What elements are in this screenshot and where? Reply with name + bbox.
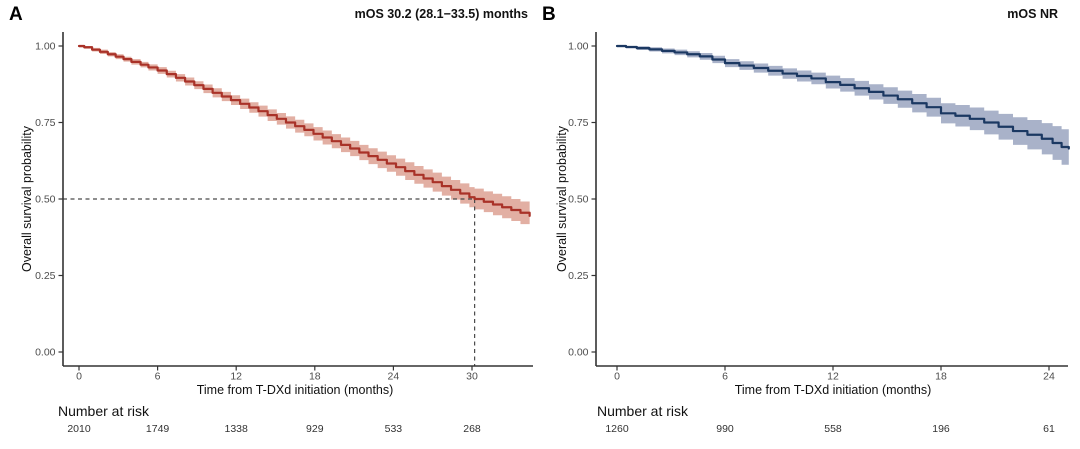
panel-a-title: mOS 30.2 (28.1−33.5) months xyxy=(354,7,528,21)
y-tick-label: 1.00 xyxy=(35,41,56,53)
x-tick-label: 24 xyxy=(1043,371,1055,383)
risk-count: 1749 xyxy=(145,423,170,435)
x-tick-label: 6 xyxy=(722,371,728,383)
y-tick-label: 0.25 xyxy=(35,270,56,282)
panel-a-risk-table-label: Number at risk xyxy=(58,403,150,419)
confidence-band-a xyxy=(79,46,530,228)
survival-curve-a xyxy=(77,44,531,217)
panel-a-risk-counts-row: 2010 1749 1338 929 533 268 xyxy=(0,423,1080,439)
y-tick-label: 0.75 xyxy=(35,117,56,129)
y-tick-label: 0.50 xyxy=(35,194,56,206)
y-tick-label: 0.00 xyxy=(568,347,589,359)
panel-a-x-axis-title: Time from T-DXd initiation (months) xyxy=(196,383,394,397)
y-tick-label: 0.50 xyxy=(568,194,589,206)
confidence-band-b xyxy=(617,46,1069,167)
panel-a-letter: A xyxy=(9,4,23,25)
y-tick-label: 0.00 xyxy=(35,347,56,359)
risk-count: 1338 xyxy=(224,423,248,435)
x-tick-label: 12 xyxy=(230,371,242,383)
panel-b-title: mOS NR xyxy=(1007,7,1058,21)
panel-b-risk-table-label: Number at risk xyxy=(597,403,689,419)
risk-count: 196 xyxy=(932,423,950,435)
survival-curve-b xyxy=(615,44,1070,150)
risk-count: 929 xyxy=(306,423,324,435)
x-tick-label: 18 xyxy=(309,371,321,383)
panel-b-x-axis-title: Time from T-DXd initiation (months) xyxy=(734,383,932,397)
risk-count: 268 xyxy=(463,423,481,435)
x-tick-label: 12 xyxy=(827,371,839,383)
x-tick-label: 24 xyxy=(388,371,400,383)
risk-count: 558 xyxy=(824,423,842,435)
y-tick-label: 0.75 xyxy=(568,117,589,129)
risk-count: 1260 xyxy=(605,423,629,435)
risk-count: 990 xyxy=(716,423,734,435)
x-tick-label: 0 xyxy=(76,371,82,383)
risk-count: 61 xyxy=(1043,423,1055,435)
risk-count: 533 xyxy=(384,423,403,435)
risk-count: 2010 xyxy=(67,423,91,435)
panel-b-risk-counts-row: 1260 990 558 196 61 xyxy=(0,423,1080,439)
x-tick-label: 30 xyxy=(466,371,478,383)
panel-b-y-axis-title: Overall survival probability xyxy=(555,126,569,272)
x-tick-label: 18 xyxy=(935,371,947,383)
panel-a-y-axis-title: Overall survival probability xyxy=(20,126,34,272)
x-tick-label: 0 xyxy=(614,371,620,383)
y-tick-label: 0.25 xyxy=(568,270,589,282)
y-tick-label: 1.00 xyxy=(568,41,589,53)
panel-b-letter: B xyxy=(542,4,556,25)
x-tick-label: 6 xyxy=(155,371,161,383)
